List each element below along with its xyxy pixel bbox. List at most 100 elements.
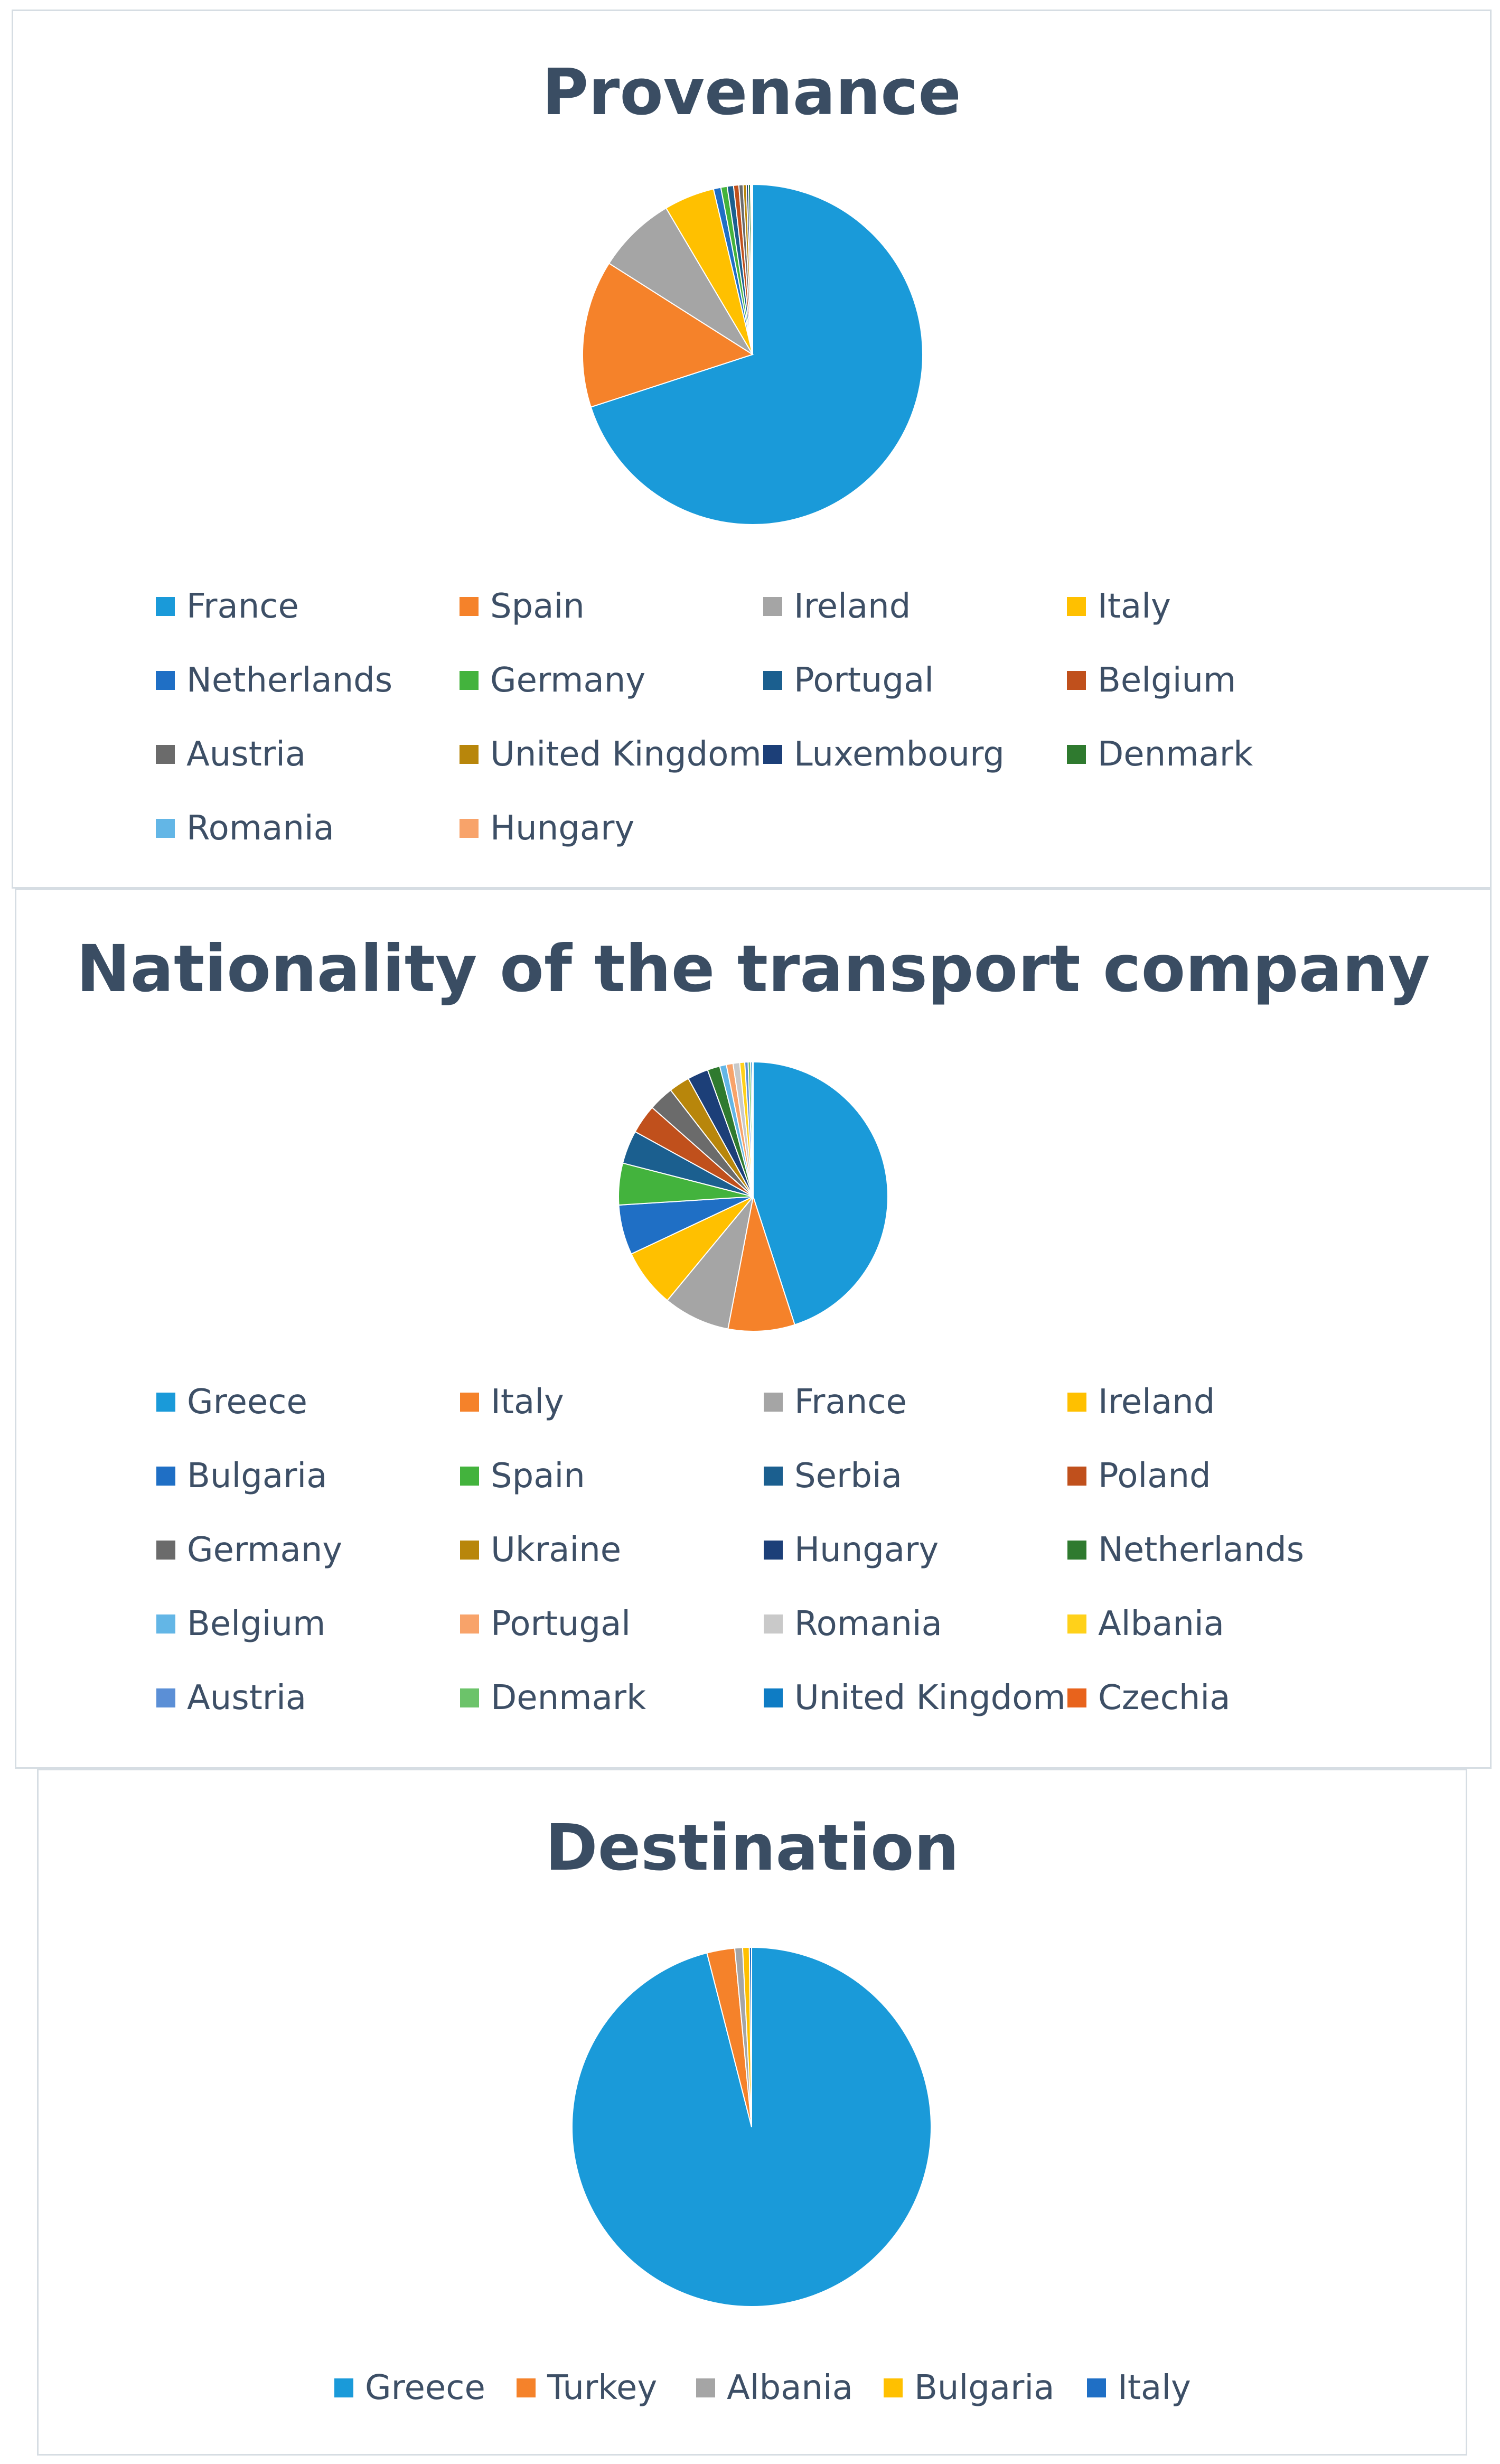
- legend-item-turkey: Turkey: [517, 2368, 657, 2407]
- legend-swatch: [764, 1393, 783, 1412]
- legend-item-ireland: Ireland: [763, 587, 911, 626]
- pie-slice-hungary: [751, 183, 753, 355]
- legend-item-czechia: Czechia: [1067, 1678, 1230, 1718]
- legend-label: Greece: [365, 2368, 485, 2407]
- pie-slice-italy: [748, 1946, 752, 2127]
- legend-swatch: [460, 1541, 479, 1560]
- legend-swatch: [156, 1393, 175, 1412]
- legend-label: France: [186, 587, 299, 626]
- legend-swatch: [460, 671, 479, 690]
- legend-item-belgium: Belgium: [1067, 661, 1236, 700]
- legend-swatch: [156, 1688, 175, 1707]
- legend-item-hungary: Hungary: [764, 1530, 939, 1570]
- legend-label: Bulgaria: [187, 1457, 327, 1496]
- legend-label: Belgium: [1098, 661, 1236, 700]
- legend-swatch: [696, 2378, 715, 2397]
- legend-swatch: [764, 1541, 783, 1560]
- legend-label: Italy: [1118, 2368, 1191, 2407]
- legend-swatch: [460, 1393, 479, 1412]
- legend-label: Czechia: [1098, 1678, 1231, 1718]
- legend-item-romania: Romania: [156, 809, 334, 848]
- legend-item-belgium: Belgium: [156, 1604, 325, 1644]
- provenance-pie: [582, 183, 923, 525]
- legend-swatch: [1067, 745, 1086, 764]
- legend-label: Spain: [490, 587, 585, 626]
- legend-label: Belgium: [187, 1604, 326, 1644]
- legend-swatch: [763, 745, 782, 764]
- pie-slice-ireland: [630, 1196, 754, 1301]
- legend-swatch: [763, 671, 782, 690]
- legend-label: Spain: [491, 1457, 585, 1496]
- legend-swatch: [1067, 1688, 1086, 1707]
- legend-item-ireland: Ireland: [1067, 1383, 1215, 1422]
- legend-swatch: [1067, 597, 1086, 616]
- legend-swatch: [460, 597, 479, 616]
- legend-label: Denmark: [1098, 735, 1253, 774]
- legend-item-spain: Spain: [460, 587, 585, 626]
- legend-swatch: [156, 597, 175, 616]
- legend-label: Albania: [1098, 1604, 1224, 1644]
- legend-swatch: [460, 1467, 479, 1486]
- chart-title: Provenance: [542, 56, 961, 129]
- legend-label: United Kingdom: [490, 735, 762, 774]
- legend-label: Italy: [1098, 587, 1171, 626]
- legend-item-albania: Albania: [696, 2368, 853, 2407]
- legend-label: Ukraine: [491, 1530, 622, 1570]
- legend-swatch: [1087, 2378, 1106, 2397]
- legend-item-portugal: Portugal: [763, 661, 934, 700]
- legend-item-austria: Austria: [156, 1678, 306, 1718]
- pie-slice-spain: [582, 263, 754, 408]
- legend-swatch: [1067, 1541, 1086, 1560]
- legend-item-serbia: Serbia: [764, 1457, 902, 1496]
- legend-swatch: [1067, 671, 1086, 690]
- legend-item-denmark: Denmark: [1067, 735, 1253, 774]
- legend-swatch: [156, 1614, 175, 1634]
- legend-label: Portugal: [491, 1604, 631, 1644]
- legend-swatch: [764, 1467, 783, 1486]
- legend-swatch: [517, 2378, 536, 2397]
- pie-slice-ireland: [608, 207, 753, 355]
- legend-item-france: France: [764, 1383, 907, 1422]
- legend-swatch: [460, 1614, 479, 1634]
- legend-label: United Kingdom: [794, 1678, 1066, 1718]
- legend-swatch: [334, 2378, 353, 2397]
- pie-slice-france: [590, 183, 923, 525]
- chart-title: Destination: [545, 1812, 959, 1885]
- legend-item-denmark: Denmark: [460, 1678, 646, 1718]
- legend-swatch: [156, 671, 175, 690]
- legend-item-netherlands: Netherlands: [156, 661, 392, 700]
- legend-item-ukraine: Ukraine: [460, 1530, 621, 1570]
- legend-item-netherlands: Netherlands: [1067, 1530, 1304, 1570]
- legend-swatch: [460, 745, 479, 764]
- legend-swatch: [1067, 1614, 1086, 1634]
- legend-item-italy: Italy: [460, 1383, 564, 1422]
- pie-slice-greece: [753, 1061, 888, 1326]
- provenance-panel: Provenance France Spain Ireland Italy Nether…: [12, 10, 1492, 889]
- legend-swatch: [156, 819, 175, 838]
- legend-label: Portugal: [794, 661, 934, 700]
- legend-item-bulgaria: Bulgaria: [156, 1457, 327, 1496]
- legend-item-france: France: [156, 587, 299, 626]
- legend-swatch: [460, 819, 479, 838]
- legend-label: France: [794, 1383, 907, 1422]
- legend-swatch: [764, 1614, 783, 1634]
- legend-label: Hungary: [490, 809, 635, 848]
- legend-swatch: [764, 1688, 783, 1707]
- legend-swatch: [156, 1467, 175, 1486]
- legend-label: Turkey: [547, 2368, 658, 2407]
- legend-label: Italy: [491, 1383, 564, 1422]
- legend-label: Poland: [1098, 1457, 1211, 1496]
- legend-item-bulgaria: Bulgaria: [884, 2368, 1054, 2407]
- legend-item-italy: Italy: [1067, 587, 1171, 626]
- legend-item-greece: Greece: [156, 1383, 307, 1422]
- legend-label: Netherlands: [1098, 1530, 1305, 1570]
- legend-label: Hungary: [794, 1530, 939, 1570]
- legend-label: Germany: [187, 1530, 343, 1570]
- legend-label: Austria: [186, 735, 306, 774]
- legend-item-united-kingdom: United Kingdom: [460, 735, 762, 774]
- nationality-panel: Nationality of the transport company Gre…: [15, 889, 1492, 1769]
- pie-slice-italy: [727, 1196, 796, 1332]
- legend-item-united-kingdom: United Kingdom: [764, 1678, 1066, 1718]
- legend-swatch: [763, 597, 782, 616]
- legend-item-albania: Albania: [1067, 1604, 1224, 1644]
